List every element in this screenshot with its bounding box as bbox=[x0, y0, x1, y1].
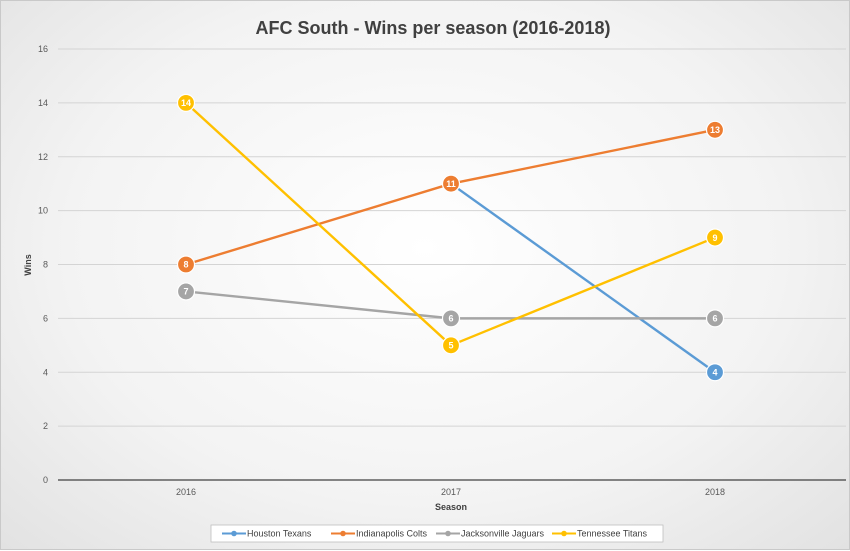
data-point bbox=[705, 228, 725, 247]
data-label: 6 bbox=[712, 314, 717, 324]
legend-label: Indianapolis Colts bbox=[356, 529, 428, 539]
y-tick-label: 6 bbox=[43, 313, 48, 323]
y-tick-label: 16 bbox=[38, 44, 48, 54]
y-tick-label: 8 bbox=[43, 260, 48, 270]
data-point bbox=[441, 336, 461, 355]
series-line bbox=[185, 101, 716, 347]
data-label: 5 bbox=[448, 341, 453, 351]
legend-swatch-marker bbox=[445, 530, 451, 537]
x-tick-label: 2018 bbox=[705, 487, 725, 497]
data-point bbox=[176, 255, 196, 274]
series-lines bbox=[185, 101, 716, 374]
legend-swatch-marker bbox=[561, 530, 567, 537]
legend-swatch-marker bbox=[340, 530, 346, 537]
data-point bbox=[705, 309, 725, 328]
data-point bbox=[705, 363, 725, 382]
chart-title: AFC South - Wins per season (2016-2018) bbox=[256, 18, 611, 38]
legend: Houston Texans Indianapolis Colts Jacksonv… bbox=[210, 524, 664, 543]
y-tick-label: 10 bbox=[38, 206, 48, 216]
data-label: 14 bbox=[181, 98, 191, 108]
data-label: 13 bbox=[710, 125, 720, 135]
data-point bbox=[705, 120, 725, 139]
series-markers: 4 8 11 13 7 6 6 14 5 9 bbox=[176, 93, 725, 382]
data-point bbox=[176, 93, 196, 112]
y-axis-ticks: 0 2 4 6 8 10 12 14 16 bbox=[38, 44, 48, 485]
y-tick-label: 12 bbox=[38, 152, 48, 162]
data-label: 11 bbox=[446, 179, 456, 189]
data-label: 8 bbox=[183, 260, 188, 270]
y-tick-label: 4 bbox=[43, 367, 48, 377]
series-line bbox=[450, 182, 716, 374]
data-label: 9 bbox=[712, 233, 717, 243]
series-line bbox=[185, 128, 716, 266]
legend-label: Houston Texans bbox=[247, 529, 312, 539]
x-tick-label: 2017 bbox=[441, 487, 461, 497]
y-axis-title: Wins bbox=[23, 254, 33, 275]
legend-label: Tennessee Titans bbox=[577, 529, 648, 539]
data-point bbox=[176, 282, 196, 301]
data-point bbox=[441, 309, 461, 328]
data-label: 7 bbox=[183, 287, 188, 297]
legend-label: Jacksonville Jaguars bbox=[461, 529, 545, 539]
data-point bbox=[441, 174, 461, 193]
y-tick-label: 2 bbox=[43, 421, 48, 431]
data-label: 4 bbox=[712, 367, 717, 377]
x-axis-ticks: 2016 2017 2018 bbox=[176, 487, 725, 497]
legend-swatch-marker bbox=[231, 530, 237, 537]
gridlines bbox=[58, 48, 846, 427]
y-tick-label: 14 bbox=[38, 98, 48, 108]
y-tick-label: 0 bbox=[43, 475, 48, 485]
x-tick-label: 2016 bbox=[176, 487, 196, 497]
x-axis-title: Season bbox=[435, 502, 467, 512]
data-label: 6 bbox=[448, 314, 453, 324]
